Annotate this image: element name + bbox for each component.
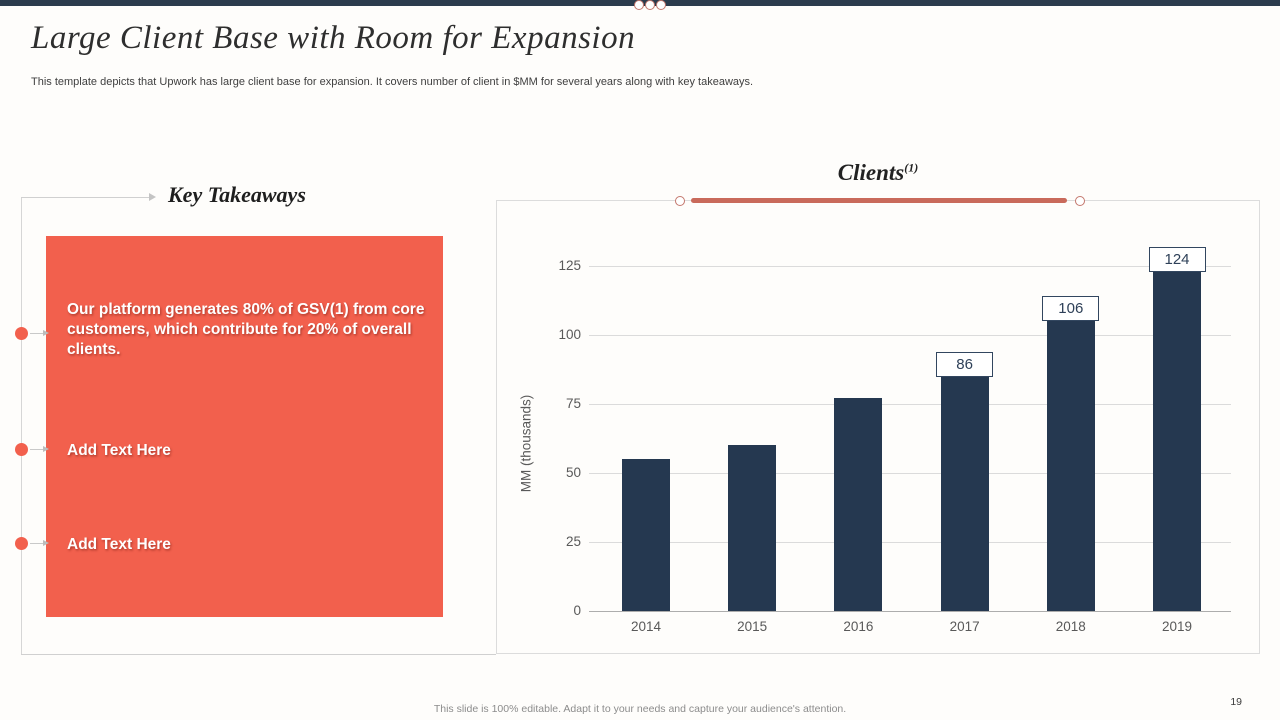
connector-vertical-line xyxy=(21,197,22,654)
page-number: 19 xyxy=(1230,696,1242,708)
y-tick-75: 75 xyxy=(565,396,581,411)
key-takeaways-heading: Key Takeaways xyxy=(168,182,306,207)
chart-title-text: Clients xyxy=(837,160,905,185)
gridline-25 xyxy=(589,542,1231,543)
gridline-0 xyxy=(589,611,1231,612)
bullet-arrow-icon xyxy=(30,329,49,336)
bullet-dot-icon xyxy=(15,443,28,456)
gridline-100 xyxy=(589,335,1231,336)
gridline-125 xyxy=(589,266,1231,267)
connector-bottom-line xyxy=(21,654,496,655)
slide-title: Large Client Base with Room for Expansio… xyxy=(31,20,636,56)
y-tick-100: 100 xyxy=(558,327,581,342)
bullet-arrow-icon xyxy=(30,539,49,546)
takeaway-item-text: Our platform generates 80% of GSV(1) fro… xyxy=(67,301,425,358)
y-tick-50: 50 xyxy=(565,465,581,480)
x-tick-2016: 2016 xyxy=(843,619,874,634)
circle-ornament-icon xyxy=(645,0,655,10)
bar-2015 xyxy=(728,445,777,611)
bar-2019 xyxy=(1153,269,1201,611)
circle-ornament-icon xyxy=(634,0,644,10)
y-tick-25: 25 xyxy=(565,534,581,549)
x-tick-2017: 2017 xyxy=(949,619,980,634)
data-label-86: 86 xyxy=(936,352,994,377)
y-axis-title: MM (thousands) xyxy=(518,394,534,493)
circle-ornament-icon xyxy=(656,0,666,10)
key-takeaways-box: Our platform generates 80% of GSV(1) fro… xyxy=(46,236,443,617)
data-label-124: 124 xyxy=(1148,247,1206,272)
x-tick-2019: 2019 xyxy=(1161,619,1193,634)
footer-note: This slide is 100% editable. Adapt it to… xyxy=(433,703,847,715)
bullet-dot-icon xyxy=(15,327,28,340)
add-text-placeholder[interactable]: Add Text Here xyxy=(67,536,171,553)
top-ornament-circles xyxy=(634,0,666,11)
y-tick-0: 0 xyxy=(573,603,581,618)
x-tick-2015: 2015 xyxy=(737,619,768,634)
bullet-dot-icon xyxy=(15,537,28,550)
heading-arrow-icon xyxy=(21,193,156,201)
y-tick-125: 125 xyxy=(558,258,581,273)
bar-2016 xyxy=(834,398,883,611)
x-tick-2018: 2018 xyxy=(1055,619,1086,634)
gridline-50 xyxy=(589,473,1231,474)
chart-panel: MM (thousands) 0 25 50 75 100 125 2014 2015 2016… xyxy=(496,196,1260,654)
chart-title: Clients(1) xyxy=(496,160,1260,186)
data-label-106: 106 xyxy=(1042,296,1100,321)
bar-2014 xyxy=(622,459,670,611)
bar-2017 xyxy=(940,374,989,611)
slide-subtitle: This template depicts that Upwork has la… xyxy=(31,76,754,88)
circle-ornament-icon xyxy=(675,196,685,206)
x-tick-2014: 2014 xyxy=(630,619,662,634)
circle-ornament-icon xyxy=(1075,196,1085,206)
bullet-arrow-icon xyxy=(30,445,49,452)
title-underline-bar xyxy=(691,198,1067,203)
add-text-placeholder[interactable]: Add Text Here xyxy=(67,442,171,459)
gridline-75 xyxy=(589,404,1231,405)
bar-2018 xyxy=(1046,318,1095,611)
chart-title-superscript: (1) xyxy=(904,160,919,175)
